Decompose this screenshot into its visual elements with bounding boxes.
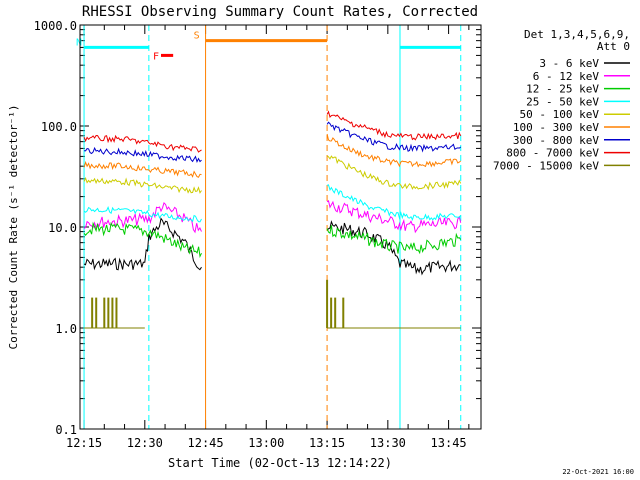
y-tick-label: 10.0 — [48, 221, 77, 235]
y-axis-label: Corrected Count Rate (s⁻¹ detector⁻¹) — [7, 104, 20, 349]
legend-label: 3 - 6 keV — [539, 57, 599, 70]
legend-label: 50 - 100 keV — [520, 108, 600, 121]
series-line — [326, 110, 462, 141]
legend-label: 12 - 25 keV — [526, 83, 599, 96]
series-line — [83, 176, 202, 194]
series-line — [326, 133, 462, 168]
series-line — [83, 134, 202, 153]
series-line — [83, 201, 202, 234]
x-tick-label: 12:15 — [66, 436, 102, 450]
legend-label: 800 - 7000 keV — [506, 147, 599, 160]
x-tick-label: 12:45 — [188, 436, 224, 450]
series-line — [326, 220, 461, 276]
flag-label: S — [194, 31, 200, 42]
y-tick-label: 0.1 — [55, 423, 77, 437]
legend-label: 25 - 50 keV — [526, 95, 599, 108]
plot-frame — [79, 24, 482, 430]
series-line — [326, 121, 462, 153]
x-tick-label: 13:30 — [370, 436, 406, 450]
series-line — [326, 225, 462, 255]
legend-header-line1: Det 1,3,4,5,6,9, — [524, 28, 630, 41]
series-line — [83, 206, 202, 223]
y-tick-label: 100.0 — [41, 120, 77, 134]
x-tick-label: 13:15 — [309, 436, 345, 450]
flag-label: F — [153, 51, 159, 62]
y-tick-label: 1.0 — [55, 322, 77, 336]
legend-header-line2: Att 0 — [597, 40, 630, 53]
legend-label: 100 - 300 keV — [513, 121, 599, 134]
series-line — [83, 217, 202, 271]
x-tick-label: 13:00 — [248, 436, 284, 450]
y-tick-label: 1000.0 — [34, 19, 77, 33]
plot-area: 0.1 1.0 10.0 100.0 1000.0 12:15 12:30 12:45 13:0… — [34, 19, 481, 450]
series-line — [326, 155, 462, 191]
x-tick-label: 13:45 — [431, 436, 467, 450]
x-tick-label: 12:30 — [127, 436, 163, 450]
legend-label: 300 - 800 keV — [513, 134, 599, 147]
flag-label: N — [76, 37, 82, 48]
series-line — [326, 200, 462, 234]
series-line — [83, 221, 202, 258]
chart-title: RHESSI Observing Summary Count Rates, Co… — [82, 4, 478, 20]
legend-label: 7000 - 15000 keV — [493, 159, 599, 172]
x-axis-label: Start Time (02-Oct-13 12:14:22) — [168, 456, 392, 470]
series-line — [326, 184, 462, 222]
series-line — [83, 160, 202, 178]
legend-label: 6 - 12 keV — [533, 70, 600, 83]
footer-date: 22-Oct-2021 16:00 — [562, 468, 634, 476]
series-line — [84, 146, 202, 163]
